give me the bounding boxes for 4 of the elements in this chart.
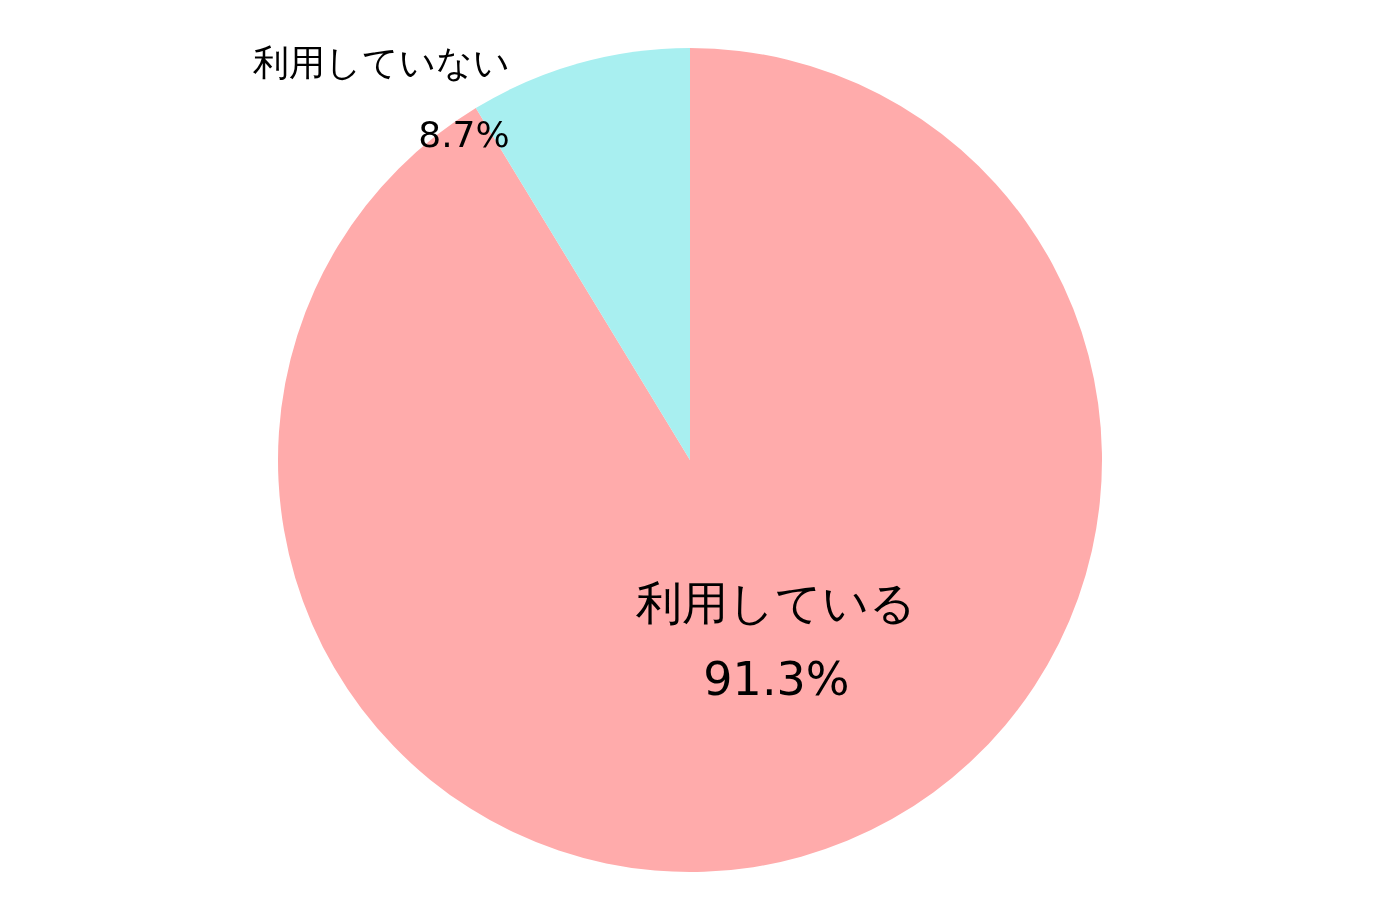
slice-label: 利用している	[636, 576, 917, 631]
data-label: 91.3%	[703, 652, 850, 707]
data-label: 8.7%	[418, 114, 510, 156]
slice-label: 利用していない	[252, 42, 510, 84]
